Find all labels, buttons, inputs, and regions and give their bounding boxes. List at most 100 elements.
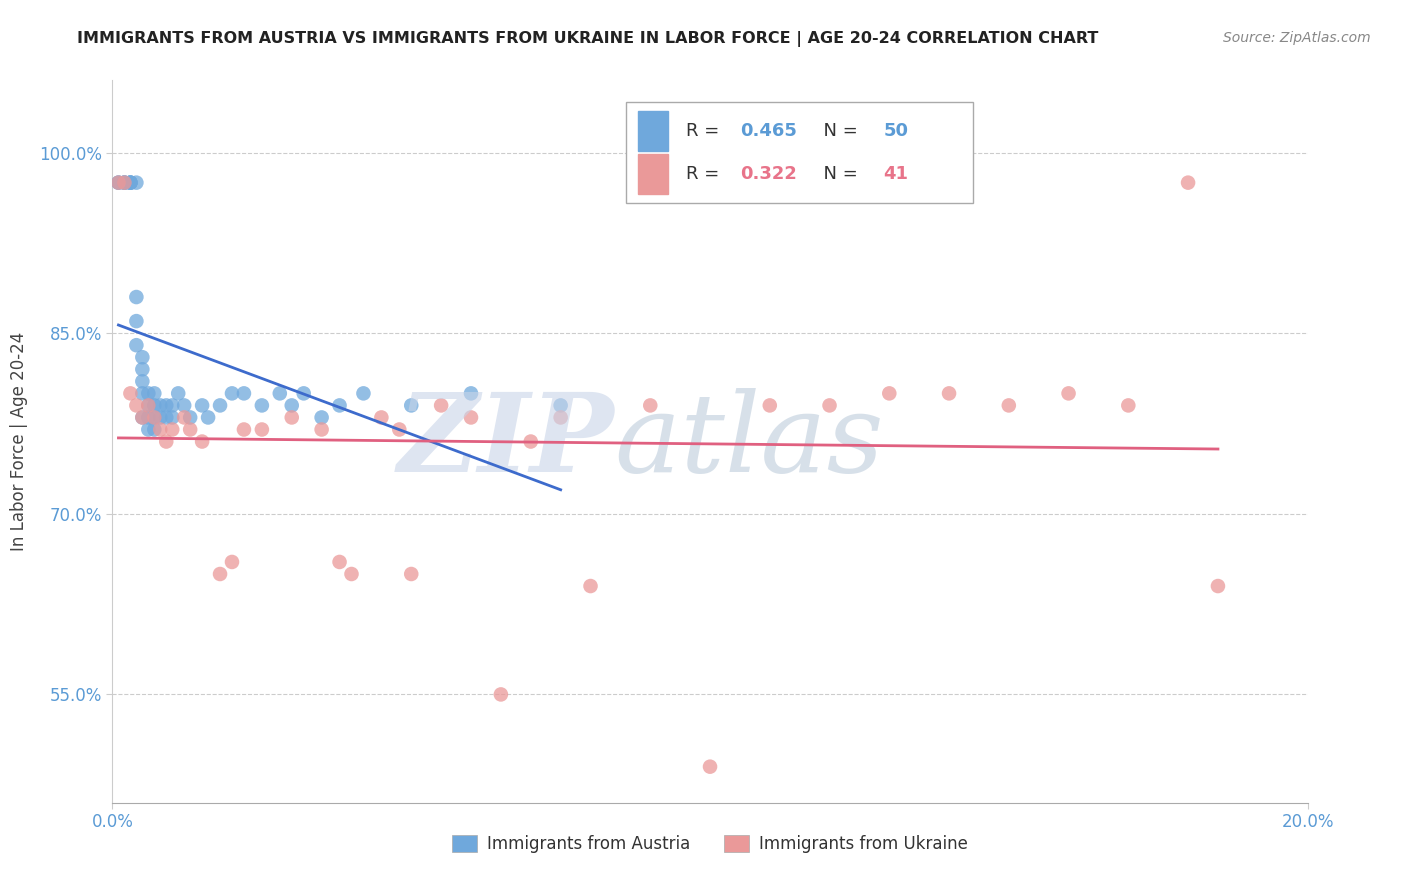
- Point: [114, 176, 135, 190]
- Y-axis label: In Labor Force | Age 20-24: In Labor Force | Age 20-24: [10, 332, 28, 551]
- Point: [292, 386, 315, 401]
- Point: [998, 398, 1021, 412]
- Point: [149, 410, 172, 425]
- Point: [311, 410, 333, 425]
- Point: [311, 423, 333, 437]
- Point: [173, 398, 195, 412]
- Point: [131, 386, 153, 401]
- FancyBboxPatch shape: [638, 111, 668, 151]
- Point: [1118, 398, 1140, 412]
- Point: [191, 398, 214, 412]
- Point: [489, 687, 512, 701]
- Point: [179, 423, 201, 437]
- Point: [221, 555, 243, 569]
- Text: 41: 41: [883, 165, 908, 183]
- Point: [221, 386, 243, 401]
- Point: [138, 398, 160, 412]
- Point: [233, 386, 256, 401]
- Text: N =: N =: [811, 165, 863, 183]
- Point: [550, 398, 572, 412]
- Point: [143, 410, 166, 425]
- Text: ZIP: ZIP: [398, 388, 614, 495]
- Point: [520, 434, 543, 449]
- Text: R =: R =: [686, 122, 725, 140]
- Point: [167, 386, 190, 401]
- Point: [401, 567, 423, 582]
- Point: [155, 434, 177, 449]
- Text: 0.322: 0.322: [740, 165, 797, 183]
- Text: 50: 50: [883, 122, 908, 140]
- Point: [579, 579, 602, 593]
- Point: [125, 176, 148, 190]
- Point: [340, 567, 363, 582]
- Point: [281, 410, 304, 425]
- Point: [550, 410, 572, 425]
- Point: [125, 290, 148, 304]
- Point: [209, 567, 232, 582]
- Point: [120, 176, 142, 190]
- Text: Source: ZipAtlas.com: Source: ZipAtlas.com: [1223, 31, 1371, 45]
- Point: [1177, 176, 1199, 190]
- Text: atlas: atlas: [614, 388, 884, 495]
- Point: [233, 423, 256, 437]
- Text: N =: N =: [811, 122, 863, 140]
- Point: [120, 176, 142, 190]
- Text: 0.465: 0.465: [740, 122, 797, 140]
- Point: [155, 410, 177, 425]
- Point: [143, 410, 166, 425]
- Point: [131, 410, 153, 425]
- Point: [120, 176, 142, 190]
- Point: [173, 410, 195, 425]
- Point: [329, 555, 352, 569]
- Point: [699, 760, 721, 774]
- Point: [143, 423, 166, 437]
- Point: [138, 398, 160, 412]
- Point: [250, 398, 273, 412]
- Point: [162, 398, 183, 412]
- Point: [640, 398, 662, 412]
- Point: [149, 423, 172, 437]
- FancyBboxPatch shape: [627, 102, 973, 203]
- Point: [162, 410, 183, 425]
- Point: [138, 386, 160, 401]
- Point: [131, 374, 153, 388]
- Point: [131, 351, 153, 365]
- Point: [131, 410, 153, 425]
- Point: [179, 410, 201, 425]
- Point: [1057, 386, 1080, 401]
- Point: [818, 398, 841, 412]
- Point: [191, 434, 214, 449]
- Point: [938, 386, 960, 401]
- Point: [269, 386, 291, 401]
- Point: [138, 410, 160, 425]
- Point: [114, 176, 135, 190]
- Point: [197, 410, 219, 425]
- Point: [149, 398, 172, 412]
- Point: [125, 398, 148, 412]
- Point: [281, 398, 304, 412]
- Point: [1206, 579, 1229, 593]
- Point: [388, 423, 411, 437]
- Point: [401, 398, 423, 412]
- Point: [125, 314, 148, 328]
- FancyBboxPatch shape: [638, 154, 668, 194]
- Point: [879, 386, 901, 401]
- Point: [430, 398, 453, 412]
- Text: IMMIGRANTS FROM AUSTRIA VS IMMIGRANTS FROM UKRAINE IN LABOR FORCE | AGE 20-24 CO: IMMIGRANTS FROM AUSTRIA VS IMMIGRANTS FR…: [77, 31, 1098, 47]
- Point: [162, 423, 183, 437]
- Text: R =: R =: [686, 165, 725, 183]
- Point: [120, 176, 142, 190]
- Point: [107, 176, 129, 190]
- Point: [131, 362, 153, 376]
- Point: [138, 423, 160, 437]
- Point: [107, 176, 129, 190]
- Point: [155, 398, 177, 412]
- Point: [143, 398, 166, 412]
- Point: [759, 398, 782, 412]
- Point: [209, 398, 232, 412]
- Point: [329, 398, 352, 412]
- Legend: Immigrants from Austria, Immigrants from Ukraine: Immigrants from Austria, Immigrants from…: [446, 828, 974, 860]
- Point: [353, 386, 375, 401]
- Point: [107, 176, 129, 190]
- Point: [250, 423, 273, 437]
